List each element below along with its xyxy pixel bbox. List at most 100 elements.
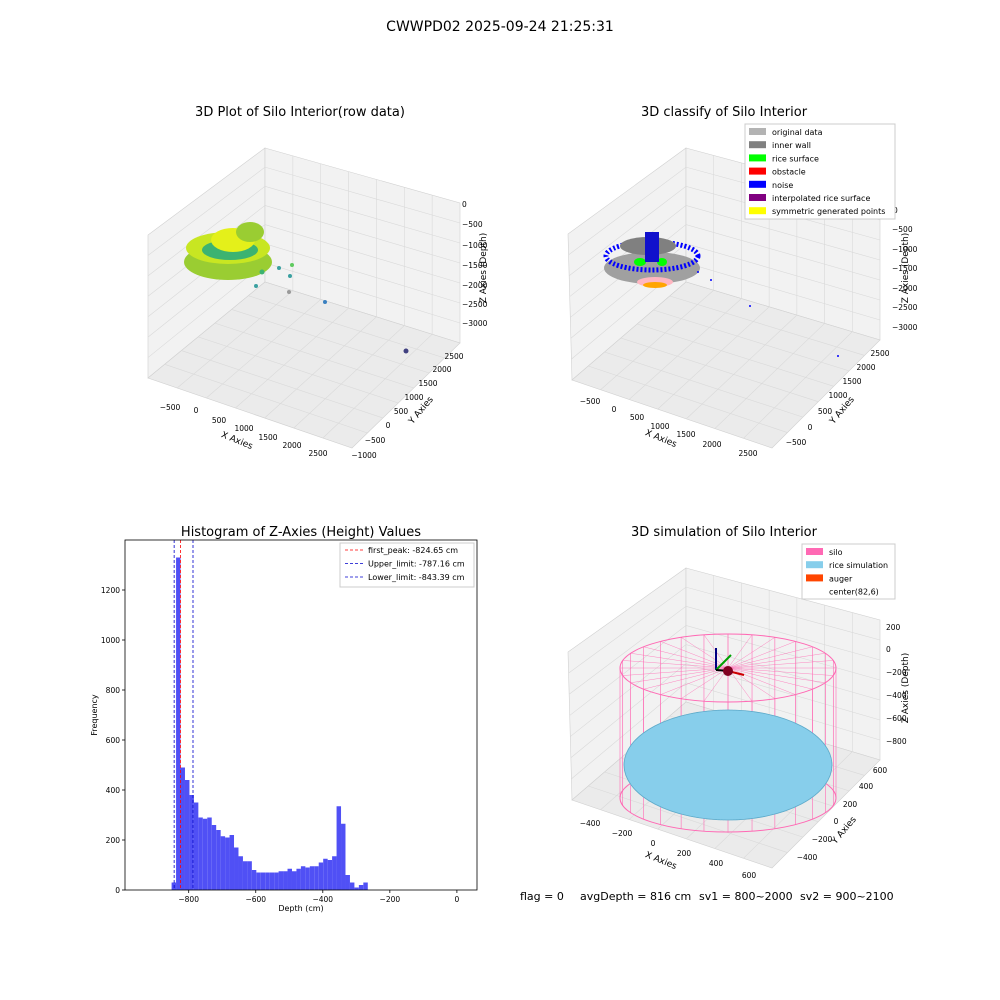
x-tick-label: 1000 [234, 424, 253, 433]
silo-roof-wire [727, 667, 826, 683]
legend-swatch [806, 561, 823, 569]
outlier-point [290, 263, 294, 267]
histogram-bar [291, 871, 297, 890]
silo-roof-wire [727, 634, 753, 669]
histogram-bar [283, 871, 288, 890]
reference-lines [173, 540, 194, 890]
z-tick-label: −1500 [892, 264, 918, 273]
chart-classify-3d: 3D classify of Silo Interior −5000500100… [567, 105, 918, 458]
legend-label: inner wall [772, 141, 811, 150]
x-tick-label: −400 [312, 895, 333, 904]
legend-label: obstacle [772, 168, 806, 177]
histogram-bar [251, 870, 257, 890]
legend-swatch [749, 128, 766, 135]
z-tick-label: −1000 [892, 245, 918, 254]
histogram-bar [265, 872, 270, 890]
legend-swatch [806, 548, 823, 555]
center-marker [723, 666, 733, 676]
x-tick-label: 200 [677, 849, 692, 858]
y-tick-label: 1500 [418, 379, 437, 388]
chart-title: Histogram of Z-Axies (Height) Values [181, 525, 421, 540]
silo-roof-wire [727, 641, 796, 669]
x-tick-label: 0 [651, 839, 656, 848]
status-line: flag = 0 avgDepth = 816 cm sv1 = 800~200… [520, 890, 894, 903]
status-avg-depth: avgDepth = 816 cm [580, 890, 691, 903]
z-tick-label: 200 [886, 623, 901, 632]
histogram-bar [180, 767, 185, 890]
histogram-bar [314, 866, 319, 890]
silo-roof-wire [643, 646, 729, 669]
legend: first_peak: -824.65 cm Upper_limit: -787.… [339, 542, 475, 588]
z-axis-label: Z Axies (Depth) [901, 653, 911, 724]
x-tick-label: 500 [212, 416, 227, 425]
silo-roof-wire [630, 653, 729, 669]
chart-title: 3D Plot of Silo Interior(row data) [195, 105, 405, 120]
z-tick-label: −500 [892, 225, 913, 234]
outlier-point [323, 300, 327, 304]
legend-label: symmetric generated points [772, 207, 885, 216]
grid-line [568, 586, 881, 674]
histogram-bar [327, 860, 333, 890]
y-tick-label: 0 [808, 423, 813, 432]
legend-label: first_peak: -824.65 cm [368, 546, 458, 555]
silo-roof-wire [727, 667, 813, 690]
grid-line [743, 612, 853, 859]
grid-line [181, 350, 383, 419]
histogram-bar [349, 882, 355, 890]
grid-line [206, 163, 322, 399]
x-tick-label: −800 [178, 895, 199, 904]
histogram-bar [202, 818, 208, 890]
legend-swatch [749, 194, 766, 201]
pane-floor [147, 281, 461, 449]
symmetric-points [643, 282, 667, 288]
axis-ticks: −400−2000200400600−400−20002004006002000… [580, 623, 907, 880]
noise-point [749, 305, 751, 307]
x-tick-label: 600 [742, 871, 757, 880]
outlier-point [259, 269, 265, 275]
silo-roof-wire [622, 667, 729, 676]
silo-roof-wire [727, 637, 775, 669]
grid-line [147, 166, 461, 256]
histogram-bar [341, 823, 346, 890]
z-tick-label: −3000 [892, 323, 918, 332]
x-tick-label: −200 [612, 829, 633, 838]
silo-roof-wire [727, 660, 834, 669]
grid-line [264, 179, 377, 419]
legend-entries: first_peak: -824.65 cm Upper_limit: -787.… [345, 546, 465, 582]
silo-top-rim [619, 633, 837, 703]
obstacle-column [645, 232, 659, 262]
legend-label: auger [829, 574, 853, 583]
z-tick-label: −2000 [462, 281, 488, 290]
y-tick-label: 500 [818, 407, 833, 416]
histogram-bar [358, 885, 364, 890]
grid-line [637, 323, 834, 387]
grid-line [176, 155, 294, 389]
rice-surface-patch [657, 258, 667, 266]
histogram-bars [171, 557, 368, 890]
z-tick-label: 0 [462, 200, 467, 209]
grid-line [604, 351, 803, 418]
grid-line [570, 663, 881, 758]
legend-swatch [749, 141, 766, 149]
y-tick-label: −1000 [351, 451, 377, 460]
x-tick-label: 500 [630, 413, 645, 422]
silo-roof-wire [727, 667, 834, 676]
histogram-bar [176, 557, 181, 890]
histogram-bar [296, 868, 301, 890]
grid-line [164, 364, 368, 434]
histogram-bar [332, 856, 337, 890]
status-sv2: sv2 = 900~2100 [800, 890, 894, 903]
histogram-bar [278, 871, 284, 890]
center-axis-y [715, 654, 732, 671]
x-tick-label: −200 [380, 895, 401, 904]
noise-ring [603, 239, 701, 273]
outlier-point [403, 348, 409, 354]
histogram-bar [247, 861, 252, 890]
noise-point [710, 279, 712, 281]
z-tick-label: −400 [886, 691, 907, 700]
z-tick-label: −600 [886, 714, 907, 723]
x-axis-label: X Axies [643, 428, 678, 450]
histogram-bar [318, 862, 324, 890]
